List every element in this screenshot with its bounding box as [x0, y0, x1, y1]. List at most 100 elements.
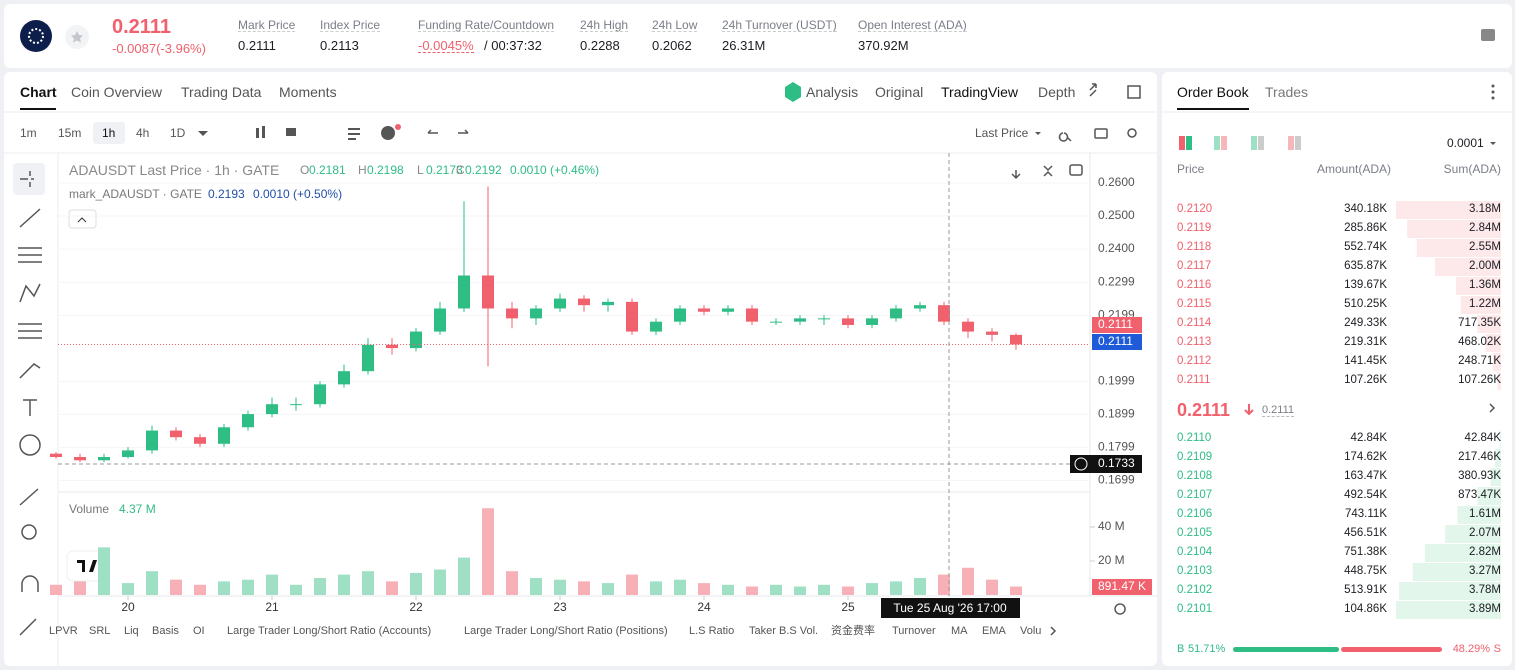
chart-tab[interactable]: Chart — [20, 84, 57, 100]
volume-bar — [914, 577, 926, 595]
indicator[interactable]: Large Trader Long/Short Ratio (Positions… — [464, 625, 668, 637]
col-head: Amount(ADA) — [1316, 162, 1391, 176]
book-price: 0.2113 — [1177, 336, 1212, 348]
book-tab[interactable]: Trades — [1265, 84, 1309, 100]
ohlc-key: O — [300, 163, 310, 177]
indicator[interactable]: MA — [951, 625, 968, 637]
book-sum: 1.36M — [1469, 279, 1501, 291]
indicator[interactable]: 资金费率 — [831, 625, 875, 637]
stat-label: Open Interest (ADA) — [858, 18, 967, 32]
book-tab[interactable]: Order Book — [1177, 84, 1249, 100]
volume-bar — [842, 586, 854, 595]
candle-body — [290, 404, 302, 406]
cross-price-bg — [1070, 455, 1142, 473]
toolbar-icons[interactable] — [198, 84, 1496, 146]
volume-bar — [506, 571, 518, 595]
indicator[interactable]: Volu — [1020, 625, 1042, 637]
interval[interactable]: 1D — [170, 126, 186, 140]
price-type[interactable]: Last Price — [975, 126, 1029, 140]
book-amount: 751.38K — [1344, 546, 1387, 558]
interval[interactable]: 4h — [136, 126, 150, 140]
y-tick-label: 0.2400 — [1098, 241, 1135, 255]
volume-bar — [170, 579, 182, 595]
stat-value: 0.2062 — [652, 38, 692, 53]
indicator[interactable]: Taker B.S Vol. — [749, 625, 819, 637]
candle-body — [410, 331, 422, 349]
interval[interactable]: 1h — [102, 126, 116, 140]
volume-bar — [218, 581, 230, 595]
indicator[interactable]: Turnover — [892, 625, 936, 637]
depth-bar — [1416, 239, 1501, 257]
book-sum: 717.35K — [1458, 317, 1501, 329]
indicator[interactable]: EMA — [982, 625, 1006, 637]
ohlc-value: 0.2181 — [309, 163, 346, 177]
precision[interactable]: 0.0001 — [1447, 136, 1484, 150]
book-sum: 217.46K — [1458, 451, 1501, 463]
mid-price: 0.2111 — [1177, 400, 1231, 420]
volume-bar — [530, 577, 542, 595]
book-amount: 513.91K — [1344, 584, 1387, 596]
view-tab[interactable]: Analysis — [806, 84, 859, 100]
candle-body — [242, 414, 254, 428]
cross-price: 0.1733 — [1098, 456, 1135, 470]
x-tick-label: 20 — [121, 600, 135, 614]
interval[interactable]: 15m — [58, 126, 82, 140]
candle-body — [818, 318, 830, 320]
volume-bar — [578, 581, 590, 595]
book-price: 0.2104 — [1177, 546, 1213, 558]
book-amount: 552.74K — [1344, 241, 1387, 253]
stat-value: 26.31M — [722, 38, 766, 53]
book-amount: 456.51K — [1344, 527, 1387, 539]
chart-tab[interactable]: Moments — [279, 84, 337, 100]
legend-change: 0.0010 (+0.46%) — [510, 163, 600, 177]
y-tick-label: 0.2500 — [1098, 208, 1135, 222]
volume-bar — [338, 574, 350, 595]
volume-bar — [194, 584, 206, 595]
indicator[interactable]: LPVR — [49, 625, 78, 637]
analysis-icon — [785, 82, 801, 102]
indicator[interactable]: Basis — [152, 625, 179, 637]
indicator[interactable]: Liq — [124, 625, 139, 637]
volume-bar — [674, 579, 686, 595]
view-tab[interactable]: TradingView — [941, 84, 1019, 100]
candle-body — [362, 344, 374, 372]
volume-bar — [602, 583, 614, 595]
indicator[interactable]: L.S Ratio — [689, 625, 735, 637]
indicator[interactable]: SRL — [89, 625, 111, 637]
candle-body — [722, 308, 734, 312]
chart-tab[interactable]: Trading Data — [181, 84, 262, 100]
book-price: 0.2118 — [1177, 241, 1212, 253]
chart-tab[interactable]: Coin Overview — [71, 84, 163, 100]
volume-bar — [482, 508, 494, 595]
mark-name: mark_ADAUSDT · GATE — [69, 187, 202, 201]
volume-value: 4.37 M — [119, 502, 156, 516]
book-sum: 1.22M — [1469, 298, 1501, 310]
volume-bar — [362, 571, 374, 595]
candle-body — [866, 318, 878, 325]
header-icon[interactable] — [1481, 29, 1495, 41]
depth-bar — [1499, 430, 1501, 448]
y-tick-label: 0.1999 — [1098, 374, 1135, 388]
view-tab[interactable]: Depth — [1038, 84, 1076, 100]
stat-label: 24h Low — [652, 18, 698, 32]
candle-body — [578, 298, 590, 306]
indicator[interactable]: Large Trader Long/Short Ratio (Accounts) — [227, 625, 432, 637]
ohlc-value: 0.2192 — [465, 163, 502, 177]
book-sum: 3.27M — [1469, 565, 1501, 577]
tool-active[interactable] — [13, 163, 45, 195]
depth-bar — [1477, 487, 1501, 505]
volume-bar — [386, 581, 398, 595]
book-price: 0.2119 — [1177, 222, 1212, 234]
y-tick-label: 0.2299 — [1098, 275, 1135, 289]
book-sum: 107.26K — [1458, 374, 1501, 386]
volume-bar — [938, 574, 950, 595]
book-amount: 635.87K — [1344, 260, 1387, 272]
indicator[interactable]: OI — [193, 625, 205, 637]
interval[interactable]: 1m — [20, 126, 37, 140]
candle-body — [986, 331, 998, 335]
buy-ratio: 51.71% — [1188, 643, 1226, 655]
view-tab[interactable]: Original — [875, 84, 924, 100]
candle-body — [890, 308, 902, 319]
drawing-tools[interactable] — [18, 83, 1496, 636]
book-sum: 3.78M — [1469, 584, 1501, 596]
